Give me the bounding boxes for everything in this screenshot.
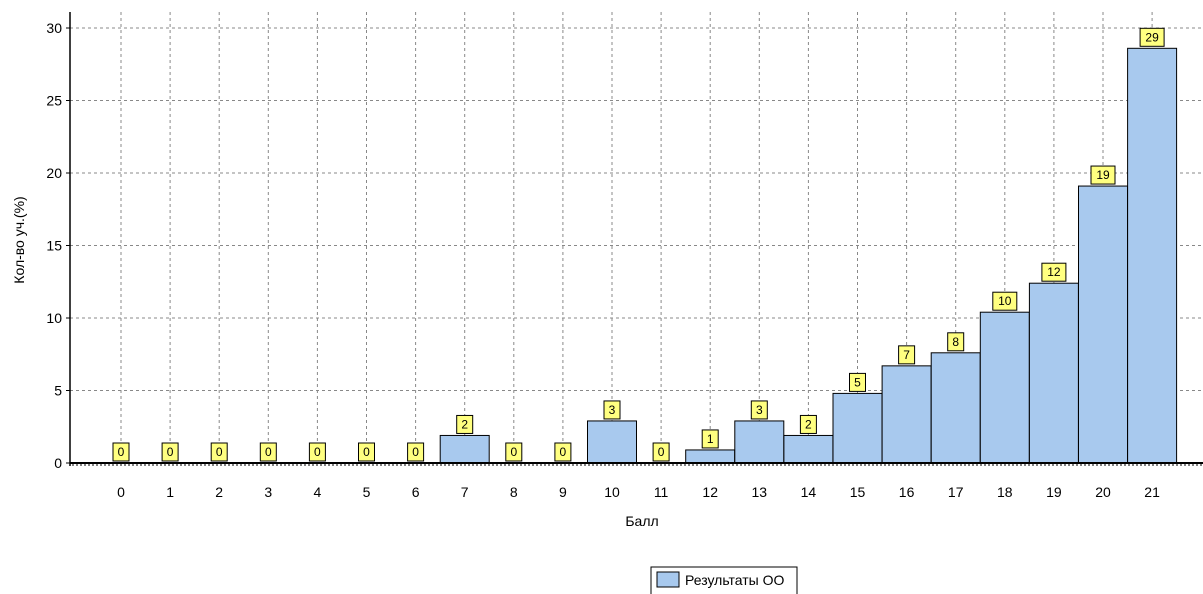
x-tick-label: 5 bbox=[363, 484, 371, 500]
data-label: 3 bbox=[756, 403, 763, 417]
data-label: 10 bbox=[998, 294, 1012, 308]
data-label: 3 bbox=[609, 403, 616, 417]
x-tick-label: 7 bbox=[461, 484, 469, 500]
data-label: 2 bbox=[805, 417, 812, 431]
data-label: 8 bbox=[952, 335, 959, 349]
x-tick-label: 15 bbox=[850, 484, 866, 500]
y-axis-title: Кол-во уч.(%) bbox=[11, 196, 27, 283]
x-tick-label: 16 bbox=[899, 484, 915, 500]
x-tick-label: 21 bbox=[1144, 484, 1160, 500]
bar-17 bbox=[931, 353, 980, 463]
bar-16 bbox=[882, 366, 931, 463]
data-label: 0 bbox=[216, 445, 223, 459]
y-tick-label: 5 bbox=[54, 383, 62, 399]
x-tick-label: 17 bbox=[948, 484, 964, 500]
bar-12 bbox=[686, 450, 735, 463]
data-label: 1 bbox=[707, 432, 714, 446]
data-label: 7 bbox=[903, 348, 910, 362]
bar-13 bbox=[735, 421, 784, 463]
x-tick-label: 18 bbox=[997, 484, 1013, 500]
data-label: 0 bbox=[118, 445, 125, 459]
y-tick-label: 25 bbox=[46, 93, 62, 109]
x-tick-label: 1 bbox=[166, 484, 174, 500]
bar-19 bbox=[1029, 283, 1078, 463]
x-tick-label: 8 bbox=[510, 484, 518, 500]
bar-7 bbox=[440, 435, 489, 463]
data-label: 5 bbox=[854, 375, 861, 389]
x-tick-label: 0 bbox=[117, 484, 125, 500]
data-label: 0 bbox=[167, 445, 174, 459]
bar-21 bbox=[1128, 48, 1177, 463]
bar-20 bbox=[1079, 186, 1128, 463]
legend-label: Результаты ОО bbox=[685, 572, 785, 588]
data-label: 19 bbox=[1096, 168, 1110, 182]
data-label: 0 bbox=[412, 445, 419, 459]
data-label: 0 bbox=[560, 445, 567, 459]
y-tick-label: 10 bbox=[46, 310, 62, 326]
data-label: 12 bbox=[1047, 265, 1061, 279]
data-label: 0 bbox=[658, 445, 665, 459]
bar-14 bbox=[784, 435, 833, 463]
x-tick-label: 6 bbox=[412, 484, 420, 500]
x-tick-label: 13 bbox=[752, 484, 768, 500]
bar-15 bbox=[833, 393, 882, 463]
y-tick-label: 0 bbox=[54, 455, 62, 471]
legend: Результаты ОО bbox=[651, 567, 797, 594]
x-tick-label: 4 bbox=[314, 484, 322, 500]
x-axis-title: Балл bbox=[625, 513, 658, 529]
x-tick-label: 10 bbox=[604, 484, 620, 500]
legend-swatch bbox=[657, 572, 679, 587]
data-label: 2 bbox=[461, 417, 468, 431]
x-tick-label: 12 bbox=[702, 484, 718, 500]
x-tick-label: 14 bbox=[801, 484, 817, 500]
bar-18 bbox=[980, 312, 1029, 463]
data-label: 0 bbox=[363, 445, 370, 459]
y-tick-label: 15 bbox=[46, 238, 62, 254]
data-label: 29 bbox=[1145, 30, 1159, 44]
x-tick-label: 9 bbox=[559, 484, 567, 500]
x-tick-label: 19 bbox=[1046, 484, 1062, 500]
data-label: 0 bbox=[314, 445, 321, 459]
x-tick-label: 3 bbox=[264, 484, 272, 500]
y-tick-label: 30 bbox=[46, 20, 62, 36]
x-tick-label: 11 bbox=[654, 484, 669, 500]
y-tick-label: 20 bbox=[46, 165, 62, 181]
bar-10 bbox=[588, 421, 637, 463]
data-label: 0 bbox=[510, 445, 517, 459]
data-label: 0 bbox=[265, 445, 272, 459]
x-tick-label: 2 bbox=[215, 484, 223, 500]
x-tick-label: 20 bbox=[1095, 484, 1111, 500]
